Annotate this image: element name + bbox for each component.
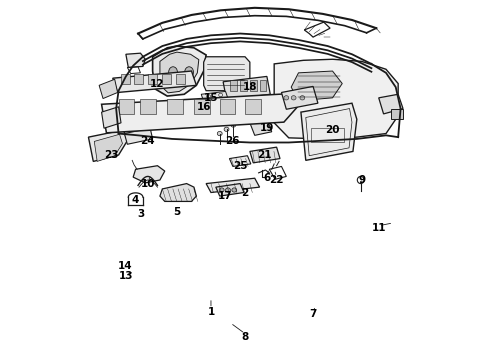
Ellipse shape	[232, 188, 237, 192]
Polygon shape	[274, 59, 398, 139]
Text: 11: 11	[371, 223, 386, 233]
Polygon shape	[133, 166, 165, 183]
Bar	[230, 80, 237, 91]
Polygon shape	[223, 76, 270, 100]
Bar	[260, 80, 267, 91]
Text: 21: 21	[257, 150, 271, 160]
Text: 3: 3	[137, 209, 144, 219]
Bar	[194, 99, 210, 113]
Polygon shape	[206, 178, 260, 193]
Ellipse shape	[219, 188, 224, 192]
Polygon shape	[216, 184, 244, 196]
Bar	[245, 99, 261, 113]
Polygon shape	[101, 94, 298, 133]
Text: 10: 10	[141, 179, 155, 189]
Bar	[220, 99, 235, 113]
Text: 19: 19	[260, 123, 274, 133]
Polygon shape	[113, 71, 196, 93]
Text: 6: 6	[263, 173, 270, 183]
Bar	[141, 99, 156, 113]
Ellipse shape	[284, 96, 289, 100]
Text: 18: 18	[243, 82, 257, 92]
Polygon shape	[99, 79, 118, 99]
Bar	[391, 109, 403, 119]
Ellipse shape	[231, 123, 236, 127]
Text: 8: 8	[242, 332, 248, 342]
Bar	[148, 73, 156, 84]
Polygon shape	[250, 147, 280, 163]
Text: 20: 20	[325, 125, 340, 135]
Polygon shape	[281, 86, 318, 109]
Bar	[176, 73, 185, 84]
Text: 9: 9	[358, 175, 365, 185]
Text: 14: 14	[118, 261, 132, 271]
Bar	[121, 73, 130, 84]
Ellipse shape	[217, 131, 222, 136]
Text: 23: 23	[104, 150, 119, 160]
Ellipse shape	[300, 96, 305, 100]
Ellipse shape	[169, 67, 177, 77]
Polygon shape	[229, 156, 251, 166]
Polygon shape	[201, 91, 228, 102]
Polygon shape	[152, 46, 206, 96]
Text: 24: 24	[141, 136, 155, 146]
Text: 7: 7	[309, 309, 317, 319]
Polygon shape	[124, 128, 152, 144]
Bar	[167, 99, 183, 113]
Polygon shape	[88, 130, 127, 161]
Polygon shape	[126, 53, 146, 67]
Text: 22: 22	[270, 175, 284, 185]
Polygon shape	[379, 94, 403, 114]
Ellipse shape	[291, 96, 296, 100]
Bar	[119, 99, 134, 113]
Polygon shape	[204, 57, 250, 91]
Polygon shape	[301, 103, 357, 160]
Ellipse shape	[225, 188, 230, 192]
Text: 26: 26	[225, 136, 240, 146]
Text: 25: 25	[233, 161, 247, 171]
Polygon shape	[101, 107, 121, 128]
Text: 17: 17	[218, 191, 233, 201]
Polygon shape	[160, 52, 199, 93]
Text: 5: 5	[173, 207, 180, 217]
Text: 13: 13	[119, 271, 133, 282]
Bar	[311, 128, 343, 143]
Text: 12: 12	[150, 78, 165, 89]
Polygon shape	[291, 71, 342, 101]
Bar	[250, 80, 257, 91]
Polygon shape	[94, 134, 122, 161]
Text: 15: 15	[204, 93, 218, 103]
Ellipse shape	[224, 127, 229, 131]
Text: 1: 1	[207, 307, 215, 317]
Polygon shape	[250, 119, 272, 135]
Text: 4: 4	[132, 195, 139, 204]
Bar	[240, 80, 247, 91]
Text: 2: 2	[242, 188, 248, 198]
Polygon shape	[160, 184, 196, 202]
Bar	[162, 73, 171, 84]
Bar	[134, 73, 143, 84]
Ellipse shape	[185, 67, 194, 77]
Text: 16: 16	[196, 102, 211, 112]
